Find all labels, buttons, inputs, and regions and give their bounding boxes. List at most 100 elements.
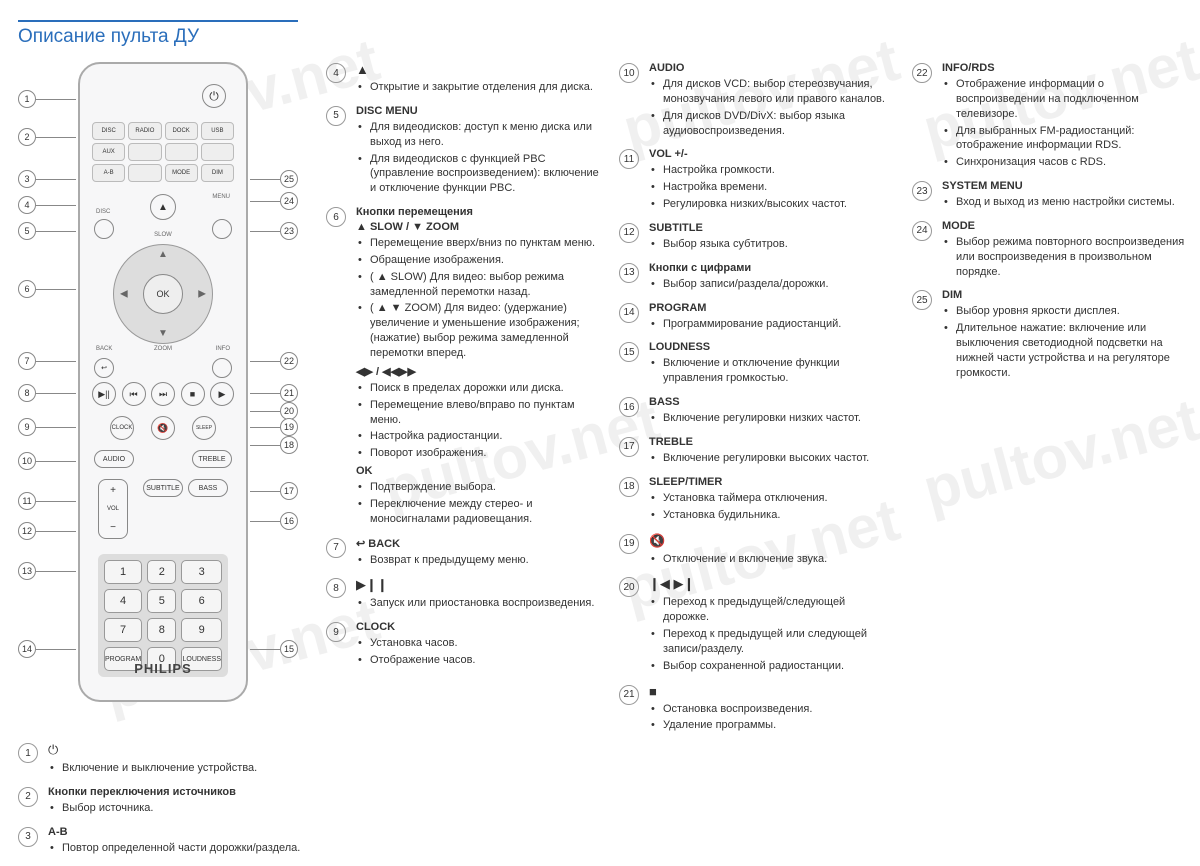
callout-number: 23: [280, 222, 298, 240]
item-header: ■: [649, 684, 894, 699]
bullet-list: Отображение информации о воспроизведении…: [942, 77, 1187, 170]
callout-line: [36, 501, 76, 502]
item-header: ↩ BACK: [356, 537, 601, 550]
item-body: ❙◀ ▶❙Переход к предыдущей/следующей доро…: [649, 576, 894, 675]
bullet-list: Для видеодисков: доступ к меню диска или…: [356, 120, 601, 196]
callout-right: 22: [250, 352, 298, 370]
source-button: RADIO: [128, 122, 161, 140]
keypad-key: 5: [147, 589, 176, 613]
keypad-key: 4: [104, 589, 142, 613]
bullet: Переключение между стерео- и моносигнала…: [356, 497, 601, 527]
bullet-list: Программирование радиостанций.: [649, 317, 894, 332]
bullet-list: Вход и выход из меню настройки системы.: [942, 195, 1187, 210]
item-header: Кнопки перемещения: [356, 206, 601, 218]
callout-line: [250, 361, 280, 362]
callout-number: 21: [280, 384, 298, 402]
playback-button: ▶: [210, 382, 234, 406]
bullet: Настройка радиостанции.: [356, 429, 601, 444]
bass-button: BASS: [188, 479, 228, 497]
bullet: Запуск или приостановка воспроизведения.: [356, 596, 601, 611]
callout-right: 23: [250, 222, 298, 240]
callout-line: [250, 393, 280, 394]
bullet: Поворот изображения.: [356, 446, 601, 461]
callout-number: 8: [18, 384, 36, 402]
callout-line: [250, 411, 280, 412]
item-header: LOUDNESS: [649, 341, 894, 353]
callout-number: 2: [18, 128, 36, 146]
bullet: ( ▲ SLOW) Для видео: выбор режима замедл…: [356, 270, 601, 300]
bullet: Выбор записи/раздела/дорожки.: [649, 277, 894, 292]
keypad-key: 8: [147, 618, 176, 642]
source-button: MODE: [165, 164, 198, 182]
bullet: Выбор языка субтитров.: [649, 237, 894, 252]
bullet: Включение регулировки высоких частот.: [649, 451, 894, 466]
callout-left: 9: [18, 418, 76, 436]
item-number: 24: [912, 221, 932, 241]
description-item: 11VOL +/-Настройка громкости.Настройка в…: [619, 148, 894, 214]
description-item: 8▶❙❙Запуск или приостановка воспроизведе…: [326, 577, 601, 613]
item-number: 9: [326, 622, 346, 642]
callout-line: [36, 289, 76, 290]
callout-number: 11: [18, 492, 36, 510]
bullet: Регулировка низких/высоких частот.: [649, 197, 894, 212]
vol-label: VOL: [107, 506, 119, 512]
bullet: Включение и отключение функции управлени…: [649, 356, 894, 386]
callout-number: 13: [18, 562, 36, 580]
item-body: Кнопки перемещения▲ SLOW / ▼ ZOOMПеремещ…: [356, 206, 601, 529]
bullet: Перемещение вверх/вниз по пунктам меню.: [356, 236, 601, 251]
item-number: 23: [912, 181, 932, 201]
item-header: A-B: [48, 826, 308, 838]
subtitle-col: SUBTITLE: [138, 479, 188, 497]
description-item: 16BASSВключение регулировки низких часто…: [619, 396, 894, 428]
item-header: ▲: [356, 62, 601, 77]
item-body: SLEEP/TIMERУстановка таймера отключения.…: [649, 476, 894, 525]
item-number: 21: [619, 685, 639, 705]
title-divider: [18, 20, 298, 22]
callout-line: [36, 571, 76, 572]
back-button: ↩: [94, 358, 114, 378]
column-4: 22INFO/RDSОтображение информации о воспр…: [912, 62, 1187, 866]
source-button: AUX: [92, 143, 125, 161]
bullet-list: Включение и отключение функции управлени…: [649, 356, 894, 386]
item-header: DIM: [942, 289, 1187, 301]
callout-line: [36, 179, 76, 180]
callout-line: [250, 445, 280, 446]
callout-line: [250, 201, 280, 202]
bullet-list: Возврат к предыдущему меню.: [356, 553, 601, 568]
vol-plus: +: [110, 485, 116, 496]
column-2: 4▲Открытие и закрытие отделения для диск…: [326, 62, 601, 866]
item-header: INFO/RDS: [942, 62, 1187, 74]
callout-line: [250, 491, 280, 492]
item-header: TREBLE: [649, 436, 894, 448]
callout-number: 24: [280, 192, 298, 210]
item-header: DISC MENU: [356, 105, 601, 117]
callout-number: 10: [18, 452, 36, 470]
description-item: 17TREBLEВключение регулировки высоких ча…: [619, 436, 894, 468]
bullet: Вход и выход из меню настройки системы.: [942, 195, 1187, 210]
bullet: Выбор режима повторного воспроизведения …: [942, 235, 1187, 280]
item-header: ❙◀ ▶❙: [649, 576, 894, 592]
item-header: ⏻: [48, 742, 308, 758]
source-buttons-grid: DISCRADIODOCKUSBAUXA-BMODEDIM: [92, 122, 234, 182]
vol-minus: −: [110, 522, 116, 533]
item-number: 16: [619, 397, 639, 417]
bullet: Длительное нажатие: включение или выключ…: [942, 321, 1187, 380]
item-body: ■Остановка воспроизведения.Удаление прог…: [649, 684, 894, 736]
sleep-button: SLEEP: [192, 416, 216, 440]
mute-button: 🔇: [151, 416, 175, 440]
info-button: [212, 358, 232, 378]
item-header: Кнопки с цифрами: [649, 262, 894, 274]
callout-number: 14: [18, 640, 36, 658]
item-header: SLEEP/TIMER: [649, 476, 894, 488]
bullet: Выбор уровня яркости дисплея.: [942, 304, 1187, 319]
source-button: A-B: [92, 164, 125, 182]
item-body: ▲Открытие и закрытие отделения для диска…: [356, 62, 601, 97]
item-number: 19: [619, 534, 639, 554]
subtitle-button: SUBTITLE: [143, 479, 183, 497]
callout-number: 6: [18, 280, 36, 298]
callout-line: [250, 649, 280, 650]
item-body: DIM Выбор уровня яркости дисплея. Длительн…: [942, 289, 1187, 382]
callout-number: 19: [280, 418, 298, 436]
description-item: 25DIMВыбор уровня яркости дисплея.Длител…: [912, 289, 1187, 382]
bullet: Переход к предыдущей или следующей запис…: [649, 627, 894, 657]
